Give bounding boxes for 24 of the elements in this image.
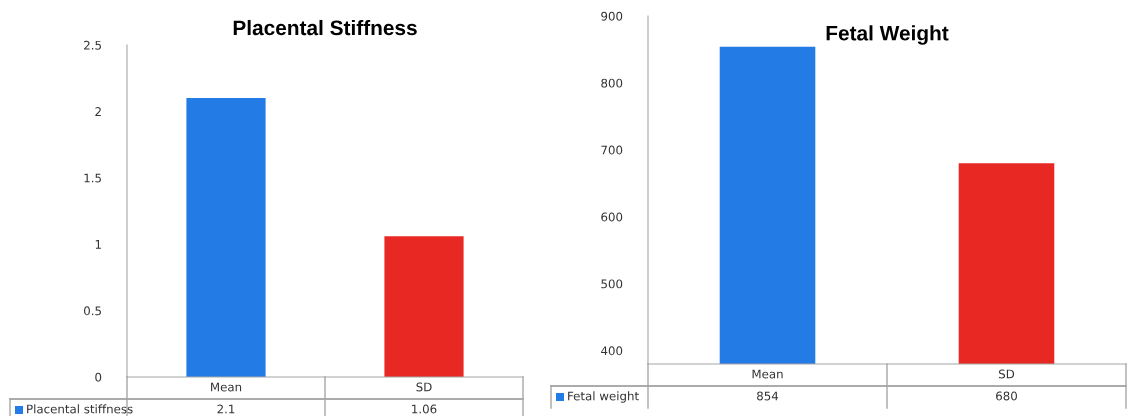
y-tick-label: 2.5 xyxy=(84,40,101,50)
y-tick-label: 0.5 xyxy=(84,306,101,316)
x-tick-label: Mean xyxy=(211,382,242,392)
y-tick-label: 600 xyxy=(601,212,623,222)
y-tick-label: 800 xyxy=(601,78,623,88)
y-tick-label: 2 xyxy=(95,107,101,116)
y-tick-label: 400 xyxy=(601,346,623,356)
legend-label: Fetal weight xyxy=(568,391,639,403)
data-label: 2.1 xyxy=(217,404,235,414)
x-tick-label: SD xyxy=(416,382,432,392)
x-tick-label: SD xyxy=(998,369,1015,379)
y-tick-label: 0 xyxy=(95,372,102,382)
data-label: 854 xyxy=(757,391,779,401)
chart-title: Fetal Weight xyxy=(826,25,949,45)
x-tick-label: Mean xyxy=(752,369,783,379)
y-tick-label: 1 xyxy=(95,240,101,249)
y-tick-label: 1.5 xyxy=(84,173,101,183)
y-tick-label: 700 xyxy=(601,145,623,155)
chart-title: Placental Stiffness xyxy=(233,19,417,36)
y-tick-label: 900 xyxy=(601,11,623,21)
legend-label: Placental stiffness xyxy=(27,404,133,414)
data-label: 680 xyxy=(996,391,1017,401)
y-tick-label: 500 xyxy=(601,279,623,289)
data-label: 1.06 xyxy=(412,404,437,414)
